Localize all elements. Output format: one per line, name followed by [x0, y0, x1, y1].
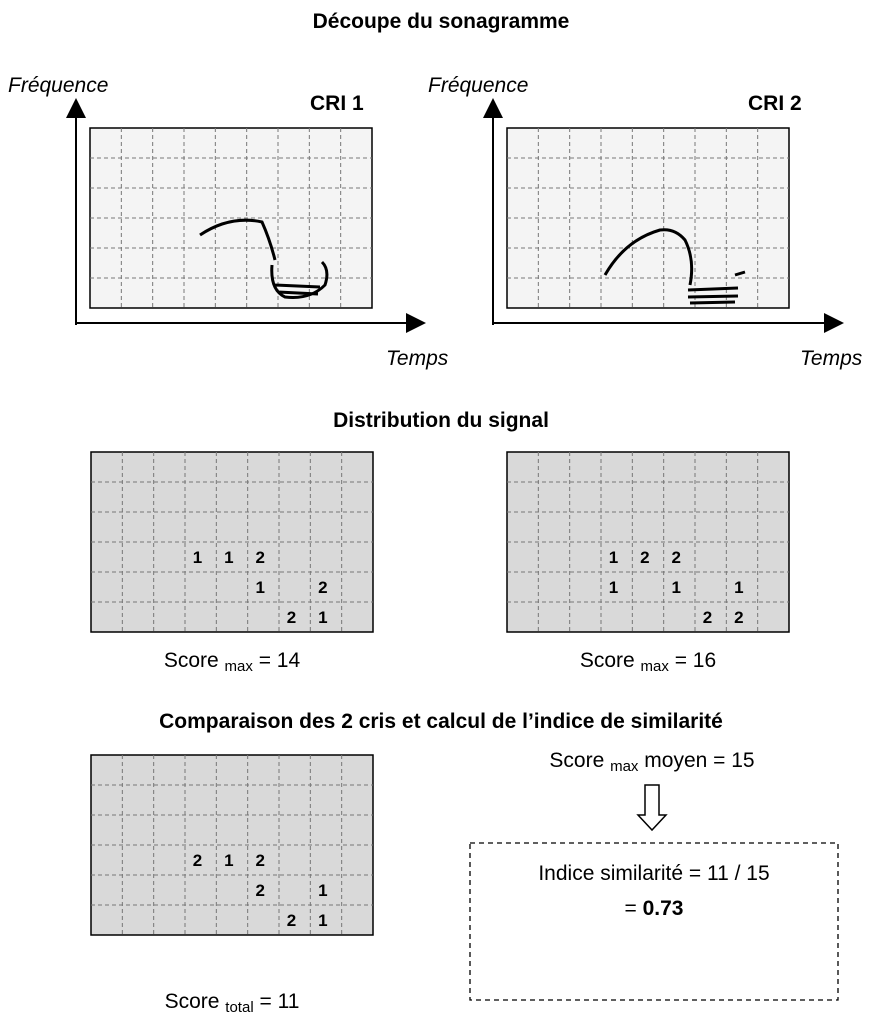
cell-value: 1	[734, 578, 743, 597]
section-title: Distribution du signal	[333, 409, 549, 432]
grid: 1 1 2 1 2 2 1	[91, 452, 373, 632]
cell-value: 2	[640, 548, 649, 567]
cell-value: 1	[609, 578, 618, 597]
index-result: = 0.73	[625, 897, 684, 920]
mean-score: Score max moyen = 15	[549, 749, 754, 776]
cell-value: 1	[318, 881, 327, 900]
score-value: = 16	[675, 649, 716, 672]
score-sub: total	[225, 999, 253, 1016]
result: 0.73	[643, 897, 684, 920]
cell-value: 1	[318, 608, 327, 627]
cell-value: 1	[255, 578, 264, 597]
cell-value: 2	[703, 608, 712, 627]
index-formula: Indice similarité = 11 / 15	[538, 862, 769, 885]
score-sub: max	[610, 758, 639, 775]
y-axis-label: Fréquence	[428, 74, 528, 97]
cry-label: CRI 1	[310, 92, 364, 115]
score-label: Score	[165, 990, 220, 1013]
cell-value: 2	[255, 881, 264, 900]
x-axis-label: Temps	[386, 347, 449, 370]
cell-value: 1	[609, 548, 618, 567]
cell-value: 2	[193, 851, 202, 870]
cell-value: 1	[224, 851, 233, 870]
cell-value: 2	[671, 548, 680, 567]
section-title: Découpe du sonagramme	[313, 10, 570, 33]
arrow	[638, 785, 666, 830]
score-value: = 11	[260, 990, 300, 1013]
score-value: moyen = 15	[644, 749, 754, 772]
diagram: Découpe du sonagramme Fréquence Temps CR…	[0, 0, 882, 1020]
cell-value: 2	[318, 578, 327, 597]
cell-value: 2	[287, 608, 296, 627]
cell-value: 1	[224, 548, 233, 567]
y-axis-label: Fréquence	[8, 74, 108, 97]
x-axis-label: Temps	[800, 347, 863, 370]
score: Score max = 14	[164, 649, 301, 676]
cell-value: 2	[255, 548, 264, 567]
equals: =	[625, 897, 637, 920]
cell-value: 2	[734, 608, 743, 627]
score-sub: max	[225, 658, 254, 675]
cell-value: 1	[671, 578, 680, 597]
score: Score total = 11	[165, 990, 300, 1017]
cry-label: CRI 2	[748, 92, 802, 115]
grid: 1 2 2 1 1 1 2 2	[507, 452, 789, 632]
score-label: Score	[580, 649, 635, 672]
score-sub: max	[641, 658, 670, 675]
score-label: Score	[549, 749, 604, 772]
score-value: = 14	[259, 649, 301, 672]
cell-value: 2	[255, 851, 264, 870]
sonagram	[507, 128, 789, 308]
cell-value: 1	[193, 548, 202, 567]
section-title: Comparaison des 2 cris et calcul de l’in…	[159, 710, 723, 733]
score-label: Score	[164, 649, 219, 672]
cell-value: 2	[287, 911, 296, 930]
sonagram	[90, 128, 372, 308]
cell-value: 1	[318, 911, 327, 930]
score: Score max = 16	[580, 649, 716, 676]
grid: 2 1 2 2 1 2 1	[91, 755, 373, 935]
